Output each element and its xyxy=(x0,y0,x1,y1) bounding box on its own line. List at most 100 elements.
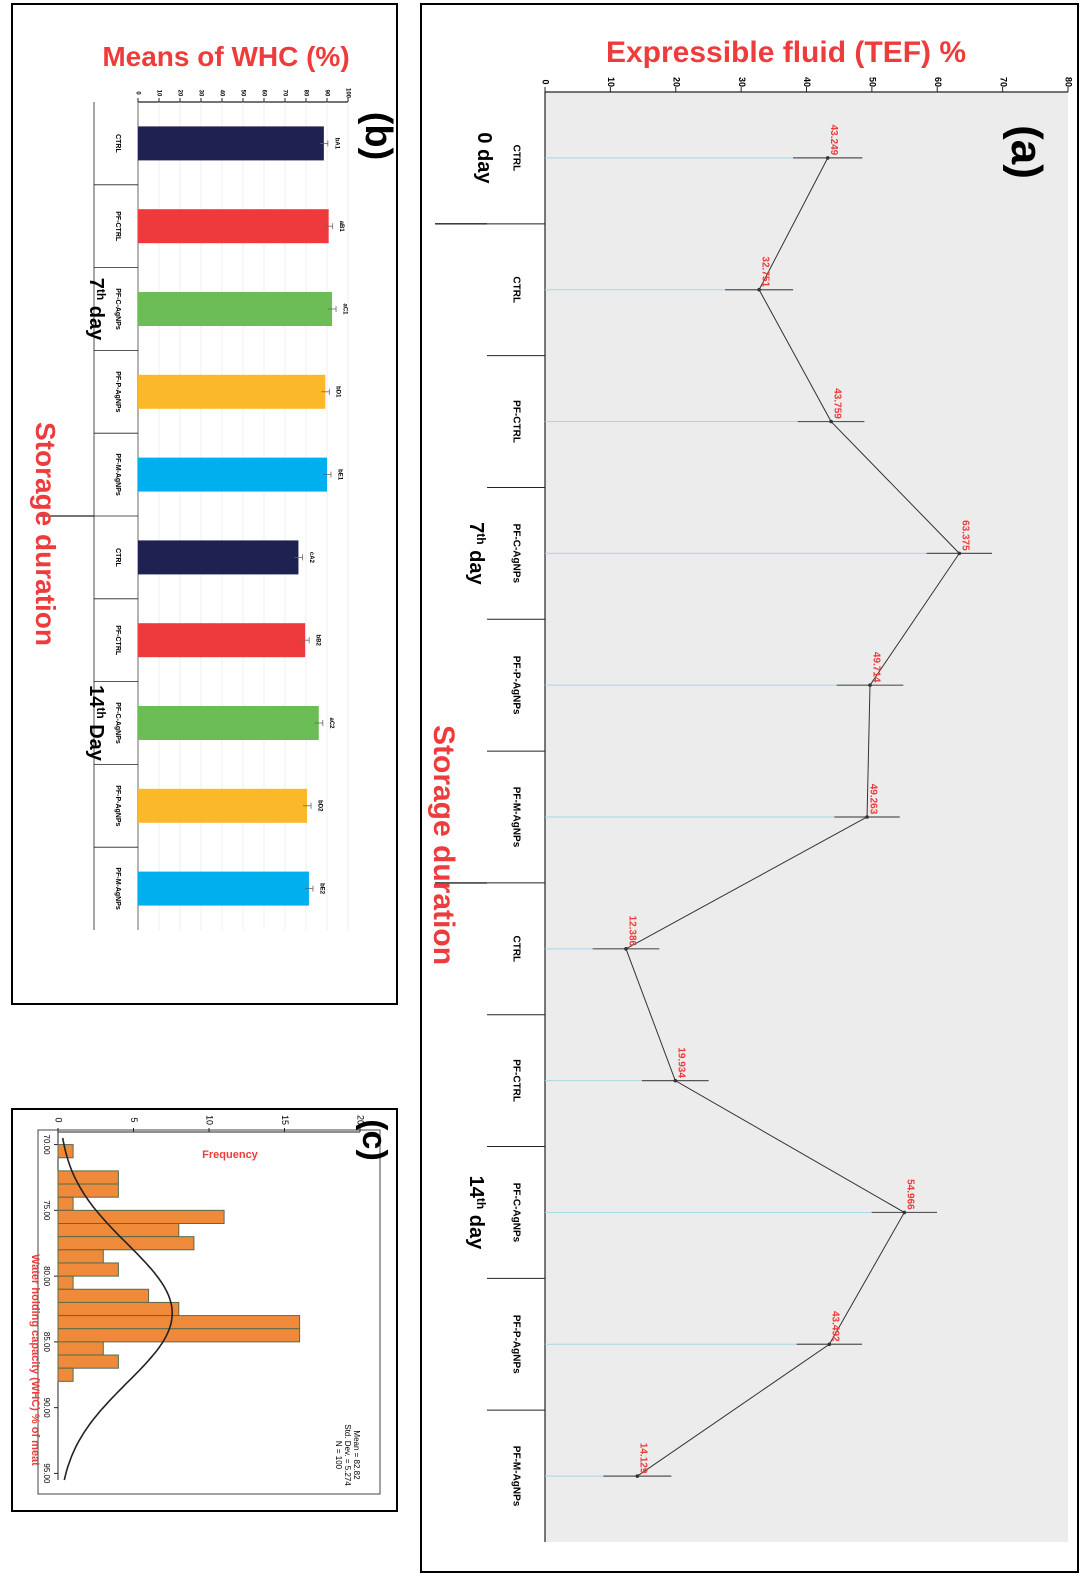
panel-a-y-tick-label: 70 xyxy=(998,77,1008,87)
panel-c-histogram-bar xyxy=(57,1301,180,1317)
panel-b-y-tick-label: 10 xyxy=(155,90,161,97)
panel-a-category-label: PF-M-AgNPs xyxy=(510,787,521,848)
panel-c-histogram-bar xyxy=(57,1315,301,1330)
panel-a-point xyxy=(673,1078,678,1083)
panel-b-bar-label: bA1 xyxy=(333,138,339,150)
panel-c-label: (c) xyxy=(355,1119,393,1161)
panel-a-group-label-rest: day xyxy=(465,1209,487,1250)
panel-a-data-label: 19.934 xyxy=(676,1047,687,1078)
panel-a-data-label: 54.966 xyxy=(905,1179,916,1210)
panel-c-ylabel: Frequency xyxy=(202,1149,259,1161)
panel-a-y-tick-label: 30 xyxy=(737,77,747,87)
panel-a-group-labels: 0 day 7th day 14th day xyxy=(465,132,495,1250)
panel-a-y-tick-label: 60 xyxy=(933,77,943,87)
panel-c-histogram-bar xyxy=(57,1249,104,1264)
panel-b-whc-chart: Means of WHC (%) 0 10 20 30 40 50 60 70 80 90 100 C… xyxy=(11,3,399,1005)
panel-a-y-tick-label: 50 xyxy=(868,77,878,87)
panel-a-group-label-sup: th xyxy=(474,533,488,544)
panel-a-category-label: PF-M-AgNPs xyxy=(510,1446,521,1507)
panel-b-bar xyxy=(138,126,324,161)
panel-b-y-tick-label: 100 xyxy=(344,88,350,99)
panel-c-frequency-tick-label: 5 xyxy=(129,1117,139,1122)
panel-c-histogram-bar xyxy=(57,1183,119,1198)
panel-a-y-tick-label: 80 xyxy=(1064,77,1074,87)
panel-b-bar xyxy=(138,706,319,740)
panel-b-bars: bA1 aB1 aC1 bD1 bE1 cA2 bB2 aC2 bD2 bE2 xyxy=(138,126,347,906)
panel-a-point xyxy=(865,815,869,819)
panel-a-category-label: CTRL xyxy=(510,145,521,172)
panel-b-y-tick-label: 70 xyxy=(281,90,287,97)
panel-a-group-label: 14th day xyxy=(465,1176,488,1250)
panel-b-y-tick-label: 20 xyxy=(176,90,182,97)
panel-b-label: (b) xyxy=(357,112,399,161)
panel-c-whc-tick-label: 75.00 xyxy=(42,1200,51,1221)
panel-b-y-tick-label: 90 xyxy=(323,90,329,97)
panel-a-y-tick-label: 40 xyxy=(802,77,812,87)
panel-c-histogram-bar xyxy=(57,1328,301,1343)
panel-b-category-label: PF-CTRL xyxy=(114,625,121,656)
panel-c-frequency-tick-label: 15 xyxy=(280,1115,290,1125)
panel-c-stat-line: Mean = 82.82 xyxy=(352,1430,361,1480)
panel-b-y-tick-label: 80 xyxy=(302,90,308,97)
panel-a-point xyxy=(624,947,628,951)
panel-c-frequency-tick-label: 20 xyxy=(356,1115,366,1125)
panel-b-bar-label: bD2 xyxy=(316,800,322,812)
panel-a-y-tick-label: 0 xyxy=(541,79,551,84)
panel-b-y-tick-label: 60 xyxy=(260,90,266,97)
panel-a-axes: 0 10 20 30 40 50 60 70 80 CTRL CTRL PF-CTRL PF-C-AgN… xyxy=(435,77,1074,1542)
panel-a-data-label: 12.386 xyxy=(626,916,637,947)
panel-c-histogram-bar xyxy=(57,1170,119,1185)
panel-c-histogram: 0 5 10 15 20 70.00 75.00 80.00 85.00 90.00 95.00 (… xyxy=(11,1108,398,1512)
panel-c-stat-line: Std. Dev. = 5.274 xyxy=(343,1424,352,1486)
panel-b-bar xyxy=(138,374,326,409)
panel-a-category-label: CTRL xyxy=(510,276,521,303)
panel-b-category-label: CTRL xyxy=(114,548,121,567)
panel-c-whc-tick-label: 95.00 xyxy=(42,1463,51,1484)
panel-a-point xyxy=(868,683,872,687)
panel-a-data-label: 32.751 xyxy=(759,256,770,287)
panel-b-category-label: PF-M-AgNPs xyxy=(114,453,121,495)
panel-a-marks: 43.249 32.751 43.759 63.375 49.714 49.263 12.3… xyxy=(592,125,993,1478)
panel-b-bar-label: bB2 xyxy=(315,635,321,647)
panel-c-normal-curve xyxy=(61,1137,173,1481)
panel-c-histogram-bar xyxy=(57,1196,74,1211)
panel-a-point xyxy=(957,551,962,556)
panel-a-data-label: 14.129 xyxy=(638,1443,649,1474)
panel-b-y-tick-label: 30 xyxy=(197,90,203,97)
panel-a-data-label: 49.714 xyxy=(870,652,881,683)
panel-b-bar xyxy=(138,457,327,492)
panel-a-group-label-sup: th xyxy=(474,1198,488,1209)
panel-b-category-label: PF-CTRL xyxy=(114,211,121,242)
panel-b-bar-label: bE1 xyxy=(336,469,342,481)
panel-a-data-label: 43.492 xyxy=(830,1311,841,1342)
panel-a-point xyxy=(757,287,761,292)
panel-b-group-label-sup: th xyxy=(94,289,108,300)
panel-a-category-label: PF-C-AgNPs xyxy=(510,1183,521,1243)
panel-a-label: (a) xyxy=(1002,125,1051,179)
panel-a-y-tick-label: 20 xyxy=(671,77,681,87)
panel-b-bar-label: cA2 xyxy=(308,552,314,564)
panel-a-point xyxy=(829,419,833,424)
panel-b-y-tick-label: 50 xyxy=(239,90,245,97)
panel-a-data-label: 43.759 xyxy=(831,388,842,419)
panel-b-group-label-sup: th xyxy=(94,707,108,718)
panel-a-data-label: 43.249 xyxy=(828,125,839,156)
panel-b-bar-label: bE2 xyxy=(318,883,324,895)
panel-a-title: Expressible fluid (TEF) % xyxy=(606,36,966,69)
panel-a-frame xyxy=(420,3,1079,1573)
panel-c-xlabel: Water holding capacity (WHC) % of meat xyxy=(29,1254,41,1466)
panel-b-group-label: 7th day xyxy=(85,278,108,341)
panel-b-xlabel: Storage duration xyxy=(30,422,61,646)
panel-a-group-label: 7th day xyxy=(465,522,488,585)
panel-a-point xyxy=(827,1342,832,1347)
panel-b-title: Means of WHC (%) xyxy=(102,41,349,72)
panel-a-data-label: 63.375 xyxy=(960,520,971,551)
panel-a-category-label: PF-P-AgNPs xyxy=(510,1315,521,1374)
panel-a-category-label: PF-P-AgNPs xyxy=(510,656,521,715)
panel-c-histogram-bar xyxy=(57,1275,74,1290)
panel-b-bar-label: aC1 xyxy=(341,303,347,315)
panel-b-category-label: PF-C-AgNPs xyxy=(114,288,121,330)
panel-a-group-label-num: 0 day xyxy=(473,132,495,184)
